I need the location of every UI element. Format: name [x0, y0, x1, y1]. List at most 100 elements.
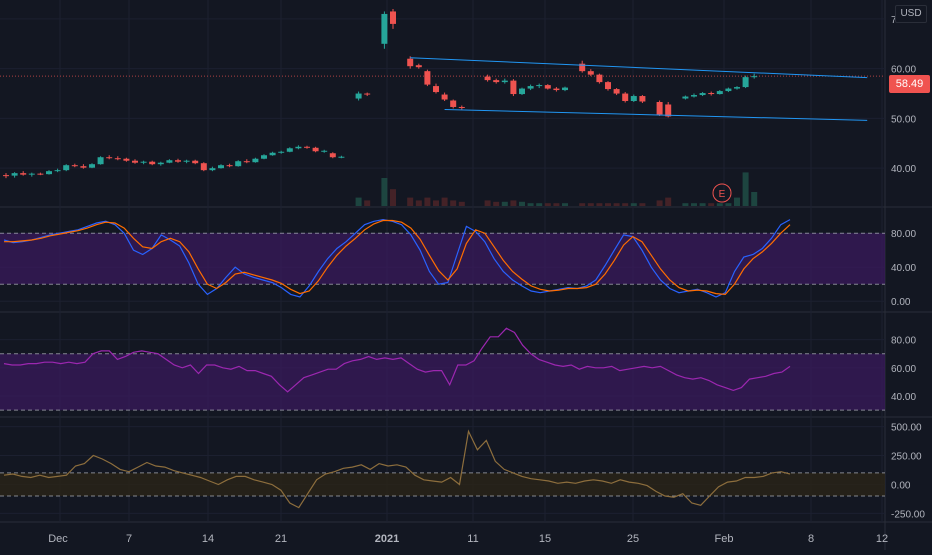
candle-body [519, 88, 525, 95]
candle-body [544, 85, 551, 89]
stochastic-band-fill [0, 233, 885, 285]
volume-bar [699, 203, 706, 206]
x-axis-label: Feb [715, 533, 734, 545]
candle-body [235, 161, 242, 167]
volume-bar [751, 192, 758, 206]
candle-body [441, 94, 448, 100]
trend-channel-line-0[interactable] [410, 57, 868, 79]
x-axis-label: 2021 [375, 533, 399, 545]
candle-body [183, 160, 190, 162]
volume-bar [458, 201, 465, 206]
candle-body [742, 77, 749, 88]
candle-body [11, 173, 18, 176]
volume-bar [441, 197, 448, 206]
candle-body [312, 147, 319, 152]
candle-body [424, 71, 431, 85]
candle-body [562, 87, 568, 91]
rsi-y-tick-1: 60.00 [891, 364, 916, 375]
x-axis-label: 8 [808, 533, 814, 545]
candle-body [622, 93, 629, 102]
cci-y-tick-0: 500.00 [891, 423, 922, 434]
x-axis-label: 11 [467, 533, 478, 545]
candle-body [708, 93, 715, 95]
last-price-label: 58.49 [889, 75, 930, 93]
stochastic-y-tick-0: 80.00 [891, 229, 916, 240]
candle-body [355, 93, 362, 99]
volume-bar [381, 178, 388, 206]
candle-body [407, 58, 414, 67]
candle-body [364, 93, 371, 95]
candle-body [596, 74, 603, 83]
candle-body [579, 63, 586, 72]
price-y-tick-2: 50.00 [891, 114, 916, 125]
candle-body [123, 158, 130, 161]
candle-body [243, 161, 250, 163]
cci-band-fill [0, 472, 885, 497]
candle-body [527, 86, 534, 89]
candle-body [166, 160, 173, 163]
volume-bar [484, 200, 491, 206]
volume-bar [639, 203, 646, 206]
volume-bar [596, 203, 603, 206]
currency-button[interactable]: USD [895, 5, 927, 23]
volume-bar [415, 200, 422, 206]
candle-body [218, 165, 224, 169]
x-axis-label: 14 [202, 533, 214, 545]
candle-body [639, 96, 646, 102]
rsi-y-tick-0: 80.00 [891, 336, 916, 347]
volume-bar [587, 203, 594, 206]
cci-y-tick-2: 0.00 [891, 480, 911, 491]
volume-bar [708, 203, 715, 206]
volume-bar [716, 203, 723, 206]
candle-body [613, 89, 620, 94]
cci-series-line-0 [3, 429, 791, 509]
candle-body [140, 161, 147, 163]
candle-body [132, 160, 138, 163]
volume-bar [527, 203, 534, 206]
candle-body [338, 156, 345, 158]
price-y-tick-3: 40.00 [891, 164, 916, 175]
earnings-marker[interactable] [712, 183, 732, 203]
candle-body [605, 82, 611, 90]
candle-body [553, 88, 560, 91]
candle-body [149, 161, 156, 165]
volume-bar [734, 197, 740, 206]
volume-bar [433, 200, 439, 206]
candle-body [226, 165, 233, 167]
candle-body [304, 146, 310, 148]
x-axis-label: 15 [539, 533, 551, 545]
candle-body [699, 93, 706, 96]
volume-bar [364, 200, 371, 206]
candle-body [286, 148, 293, 152]
volume-bar [501, 201, 508, 206]
volume-bar [390, 189, 396, 206]
candle-body [691, 95, 697, 97]
volume-bar [656, 200, 663, 206]
candle-body [80, 166, 87, 168]
candle-body [381, 13, 388, 44]
volume-bar [450, 200, 457, 206]
volume-bar [355, 197, 362, 206]
candle-body [390, 11, 396, 24]
candle-body [175, 160, 181, 162]
candle-body [97, 157, 104, 165]
candle-body [329, 153, 336, 158]
volume-bar [424, 197, 431, 206]
volume-bar [630, 203, 637, 206]
volume-bar [622, 203, 629, 206]
volume-bar [519, 201, 525, 206]
candle-body [209, 168, 216, 171]
volume-bar [613, 203, 620, 206]
stochastic-series-line-1 [4, 219, 791, 296]
candle-body [252, 158, 259, 163]
volume-bar [691, 203, 697, 206]
trend-channel-line-1[interactable] [444, 108, 868, 121]
candle-body [536, 85, 543, 87]
candle-body [28, 173, 35, 175]
candle-body [682, 96, 689, 99]
volume-bar [536, 203, 543, 206]
candle-body [665, 104, 672, 117]
volume-bar [493, 201, 500, 206]
